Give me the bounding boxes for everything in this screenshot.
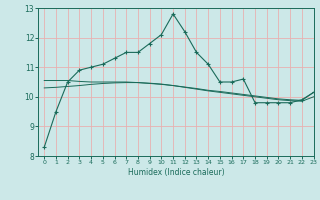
X-axis label: Humidex (Indice chaleur): Humidex (Indice chaleur) xyxy=(128,168,224,177)
